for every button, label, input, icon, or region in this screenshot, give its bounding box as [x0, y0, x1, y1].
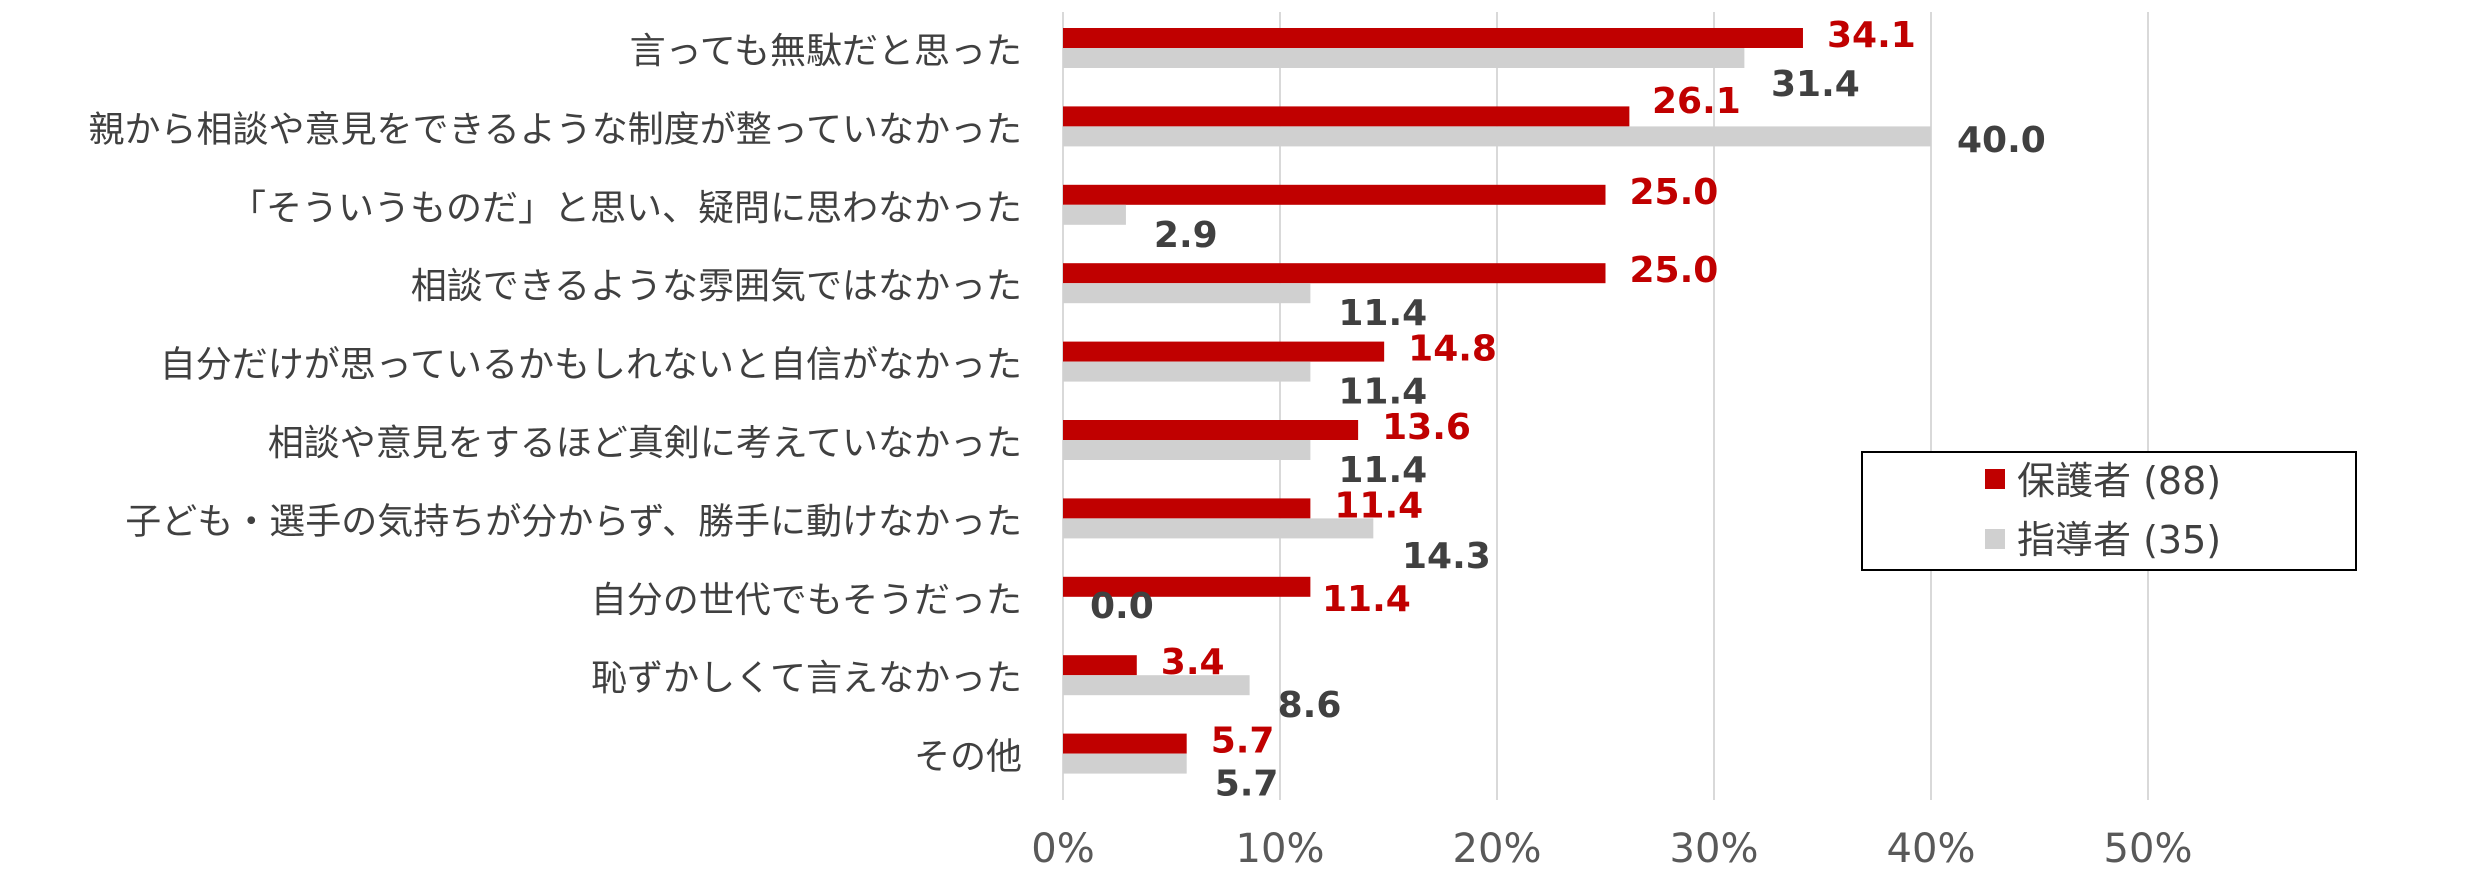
- data-label-parents: 14.8: [1408, 329, 1497, 370]
- bar-coaches: [1063, 440, 1311, 460]
- data-label-parents: 11.4: [1334, 485, 1423, 526]
- bar-parents: [1063, 341, 1385, 362]
- data-label-parents: 25.0: [1630, 172, 1719, 213]
- x-axis-tick-labels: 0% 10% 20% 30% 40% 50%: [1031, 826, 2192, 872]
- category-label: 親から相談や意見をできるような制度が整っていなかった: [89, 109, 1022, 150]
- data-label-coaches: 31.4: [1771, 64, 1860, 105]
- bar-coaches: [1063, 283, 1311, 304]
- data-label-coaches: 11.4: [1338, 450, 1427, 491]
- data-label-coaches: 8.6: [1278, 685, 1342, 726]
- x-tick-label: 10%: [1236, 826, 1325, 872]
- bar-coaches: [1063, 48, 1745, 68]
- bar-coaches: [1063, 518, 1374, 539]
- category-label: その他: [914, 737, 1022, 778]
- bar-parents: [1063, 420, 1359, 440]
- bars: [1063, 28, 1931, 774]
- category-label: 相談や意見をするほど真剣に考えていなかった: [268, 423, 1022, 464]
- data-label-parents: 13.6: [1382, 407, 1471, 448]
- bar-parents: [1063, 655, 1137, 676]
- data-label-coaches: 11.4: [1338, 293, 1427, 334]
- category-label: 相談できるような雰囲気ではなかった: [411, 266, 1022, 307]
- category-label: 言っても無駄だと思った: [630, 31, 1022, 72]
- bar-coaches: [1063, 204, 1126, 225]
- bar-coaches: [1063, 126, 1931, 147]
- legend-label-parents: 保護者 (88): [2017, 459, 2221, 503]
- bar-parents: [1063, 263, 1606, 284]
- data-label-parents: 3.4: [1161, 642, 1225, 683]
- data-label-coaches: 2.9: [1154, 215, 1218, 256]
- bar-parents: [1063, 576, 1311, 597]
- data-label-coaches: 11.4: [1338, 372, 1427, 413]
- category-label: 自分の世代でもそうだった: [591, 580, 1022, 621]
- x-tick-label: 20%: [1453, 826, 1542, 872]
- bar-coaches: [1063, 361, 1311, 382]
- data-label-coaches: 40.0: [1957, 120, 2046, 161]
- legend-swatch-coaches: [1985, 529, 2005, 549]
- category-label: 恥ずかしくて言えなかった: [591, 658, 1022, 699]
- category-label: 子ども・選手の気持ちが分からず、勝手に動けなかった: [125, 501, 1022, 542]
- category-label: 「そういうものだ」と思い、疑問に思わなかった: [230, 188, 1022, 229]
- data-label-parents: 34.1: [1827, 15, 1916, 56]
- bar-parents: [1063, 184, 1606, 205]
- x-tick-label: 40%: [1887, 826, 1976, 872]
- data-label-parents: 26.1: [1652, 81, 1741, 122]
- data-labels: 34.131.426.140.025.02.925.011.414.811.41…: [1090, 15, 2046, 805]
- legend-label-coaches: 指導者 (35): [2017, 518, 2221, 562]
- data-label-parents: 25.0: [1630, 250, 1719, 291]
- data-label-coaches: 5.7: [1215, 764, 1279, 805]
- category-label: 自分だけが思っているかもしれないと自信がなかった: [160, 345, 1022, 386]
- legend: 保護者 (88) 指導者 (35): [1861, 451, 2357, 571]
- bar-parents: [1063, 106, 1630, 127]
- bar-coaches: [1063, 675, 1250, 696]
- bar-parents: [1063, 28, 1803, 48]
- legend-box: [1861, 451, 2357, 571]
- x-tick-label: 50%: [2104, 826, 2193, 872]
- x-tick-label: 0%: [1031, 826, 1094, 872]
- x-tick-label: 30%: [1670, 826, 1759, 872]
- category-labels: 言っても無駄だと思った親から相談や意見をできるような制度が整っていなかった「そう…: [89, 31, 1022, 778]
- data-label-parents: 5.7: [1211, 721, 1275, 762]
- data-label-parents: 11.4: [1322, 579, 1411, 620]
- data-label-coaches: 0.0: [1090, 586, 1154, 627]
- bar-coaches: [1063, 753, 1187, 774]
- legend-swatch-parents: [1985, 469, 2005, 489]
- bar-parents: [1063, 733, 1187, 754]
- data-label-coaches: 14.3: [1402, 536, 1491, 577]
- bar-parents: [1063, 498, 1311, 519]
